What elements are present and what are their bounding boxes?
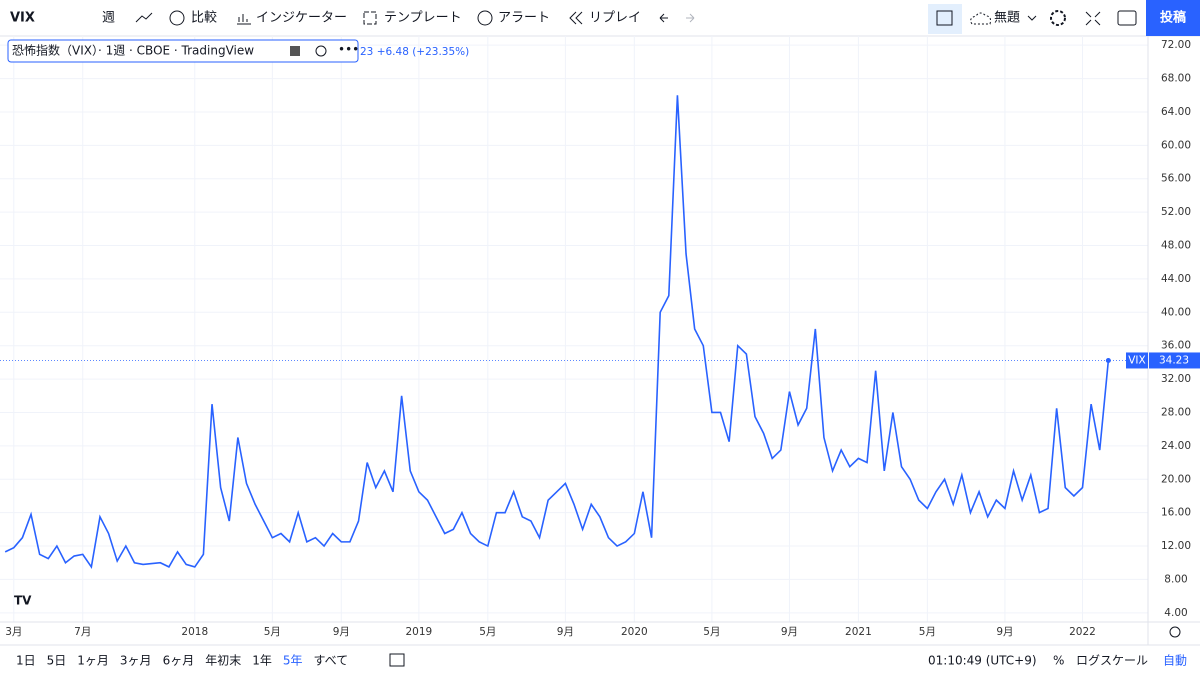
clock: 01:10:49 (UTC+9) bbox=[928, 654, 1037, 668]
y-tick-label: 56.00 bbox=[1161, 173, 1191, 185]
date-range-icon[interactable] bbox=[389, 653, 405, 667]
y-tick-label: 52.00 bbox=[1161, 206, 1191, 218]
x-tick-label: 2021 bbox=[845, 626, 872, 638]
x-tick-label: 2022 bbox=[1069, 626, 1096, 638]
x-tick-label: 7月 bbox=[74, 626, 91, 638]
axis-settings-icon[interactable] bbox=[1169, 626, 1181, 638]
x-tick-label: 9月 bbox=[333, 626, 350, 638]
compare[interactable]: 比較 bbox=[191, 11, 217, 26]
x-tick-label: 5月 bbox=[264, 626, 281, 638]
y-tick-label: 24.00 bbox=[1161, 440, 1191, 452]
legend-title: 恐怖指数（VIX）· 1週 · CBOE · TradingView bbox=[12, 43, 254, 58]
log-toggle[interactable]: ログスケール bbox=[1076, 654, 1148, 668]
range-button[interactable]: 1日 bbox=[16, 654, 36, 668]
replay-icon[interactable] bbox=[569, 11, 583, 25]
price-tag-name-bg bbox=[1126, 352, 1148, 369]
y-tick-label: 44.00 bbox=[1161, 273, 1191, 285]
y-tick-label: 4.00 bbox=[1164, 607, 1187, 619]
publish[interactable]: 投稿 bbox=[1160, 10, 1186, 26]
more-icon[interactable]: ••• bbox=[338, 43, 359, 57]
y-tick-label: 32.00 bbox=[1161, 373, 1191, 385]
interval[interactable]: 週 bbox=[102, 11, 115, 26]
price-tag: 34.23 bbox=[1159, 354, 1189, 366]
auto-toggle[interactable]: 自動 bbox=[1163, 654, 1187, 668]
replay[interactable]: リプレイ bbox=[589, 11, 641, 26]
x-tick-label: 2019 bbox=[405, 626, 432, 638]
x-tick-label: 5月 bbox=[703, 626, 720, 638]
snapshot-icon[interactable] bbox=[1117, 10, 1137, 26]
cloud-icon[interactable] bbox=[970, 12, 991, 25]
indicators[interactable]: インジケーター bbox=[256, 11, 347, 26]
legend-box bbox=[7, 39, 359, 63]
y-tick-label: 28.00 bbox=[1161, 406, 1191, 418]
fullscreen-icon[interactable] bbox=[1085, 11, 1101, 26]
publish-button[interactable] bbox=[1146, 0, 1200, 36]
layout-name[interactable]: 無題 bbox=[994, 11, 1020, 26]
y-tick-label: 72.00 bbox=[1161, 39, 1191, 51]
templates[interactable]: テンプレート bbox=[384, 11, 462, 26]
settings-icon[interactable] bbox=[1050, 10, 1066, 26]
x-tick-label: 3月 bbox=[5, 626, 22, 638]
x-tick-label: 5月 bbox=[919, 626, 936, 638]
layout-icon[interactable] bbox=[936, 10, 953, 26]
chart-style-icon[interactable] bbox=[135, 12, 153, 23]
toolbar: VIX 週 比較 インジケーター テンプレート アラート リプレイ 無題 投稿 bbox=[0, 0, 1200, 37]
x-tick-label: 9月 bbox=[781, 626, 798, 638]
series-line bbox=[4, 95, 1110, 569]
flag-icon[interactable] bbox=[290, 46, 300, 56]
tv-logo: TV bbox=[14, 594, 32, 608]
range-button[interactable]: 6ヶ月 bbox=[163, 654, 195, 668]
range-button[interactable]: 1ヶ月 bbox=[77, 654, 109, 668]
redo-icon[interactable] bbox=[686, 13, 695, 23]
y-tick-label: 8.00 bbox=[1164, 573, 1187, 585]
range-button[interactable]: 5年 bbox=[283, 654, 303, 668]
y-tick-label: 64.00 bbox=[1161, 106, 1191, 118]
range-button[interactable]: 5日 bbox=[47, 654, 67, 668]
price-tag-bg bbox=[1149, 352, 1200, 369]
x-tick-label: 2018 bbox=[181, 626, 208, 638]
legend-change: 23 +6.48 (+23.35%) bbox=[360, 46, 469, 58]
range-button[interactable]: すべて bbox=[314, 654, 349, 668]
range-button[interactable]: 3ヶ月 bbox=[120, 654, 152, 668]
x-tick-label: 2020 bbox=[621, 626, 648, 638]
x-tick-label: 9月 bbox=[557, 626, 574, 638]
percent-toggle[interactable]: % bbox=[1053, 654, 1064, 668]
range-button[interactable]: 年初末 bbox=[205, 654, 241, 668]
dropdown-icon[interactable] bbox=[1027, 15, 1037, 21]
y-tick-label: 68.00 bbox=[1161, 73, 1191, 85]
x-tick-label: 9月 bbox=[996, 626, 1013, 638]
y-tick-label: 40.00 bbox=[1161, 306, 1191, 318]
y-tick-label: 60.00 bbox=[1161, 139, 1191, 151]
y-tick-label: 36.00 bbox=[1161, 340, 1191, 352]
alert[interactable]: アラート bbox=[498, 11, 550, 26]
bottom-bar: 01:10:49 (UTC+9) % ログスケール 自動 1日 5日 1ヶ月 3ヶ月 6… bbox=[0, 644, 1200, 668]
layout-button[interactable] bbox=[928, 4, 962, 34]
indicator-icon[interactable] bbox=[237, 14, 251, 25]
y-tick-label: 48.00 bbox=[1161, 240, 1191, 252]
alert-icon[interactable] bbox=[477, 10, 493, 26]
y-tick-label: 20.00 bbox=[1161, 473, 1191, 485]
y-tick-label: 12.00 bbox=[1161, 540, 1191, 552]
plot bbox=[0, 36, 1148, 622]
eye-icon[interactable] bbox=[315, 45, 327, 57]
undo-icon[interactable] bbox=[659, 13, 668, 23]
symbol[interactable]: VIX bbox=[10, 11, 35, 26]
range-button[interactable]: 1年 bbox=[252, 654, 272, 668]
price-tag-name: VIX bbox=[1128, 354, 1145, 366]
template-icon[interactable] bbox=[363, 11, 377, 25]
x-tick-label: 5月 bbox=[479, 626, 496, 638]
last-point bbox=[1105, 357, 1111, 363]
y-tick-label: 16.00 bbox=[1161, 507, 1191, 519]
compare-icon[interactable] bbox=[169, 10, 185, 26]
